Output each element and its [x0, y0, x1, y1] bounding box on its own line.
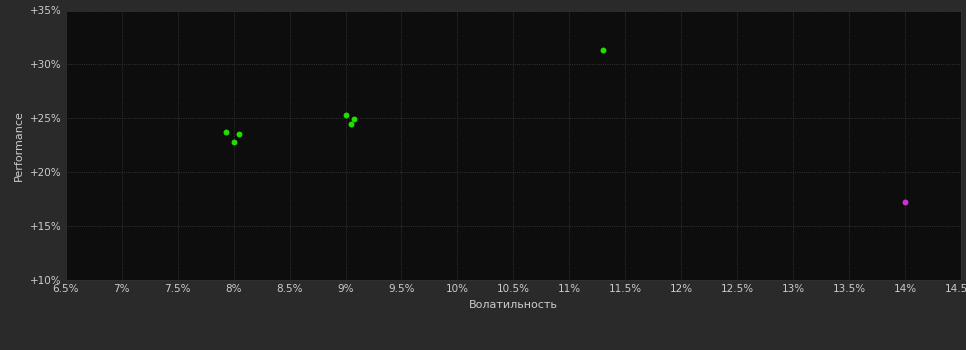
X-axis label: Волатильность: Волатильность — [469, 300, 558, 310]
Point — [347, 117, 362, 122]
Point — [595, 48, 611, 53]
Point — [338, 112, 354, 118]
Point — [232, 132, 247, 137]
Point — [218, 130, 234, 135]
Y-axis label: Performance: Performance — [14, 110, 24, 181]
Point — [343, 121, 358, 126]
Point — [226, 139, 242, 145]
Point — [897, 199, 913, 205]
